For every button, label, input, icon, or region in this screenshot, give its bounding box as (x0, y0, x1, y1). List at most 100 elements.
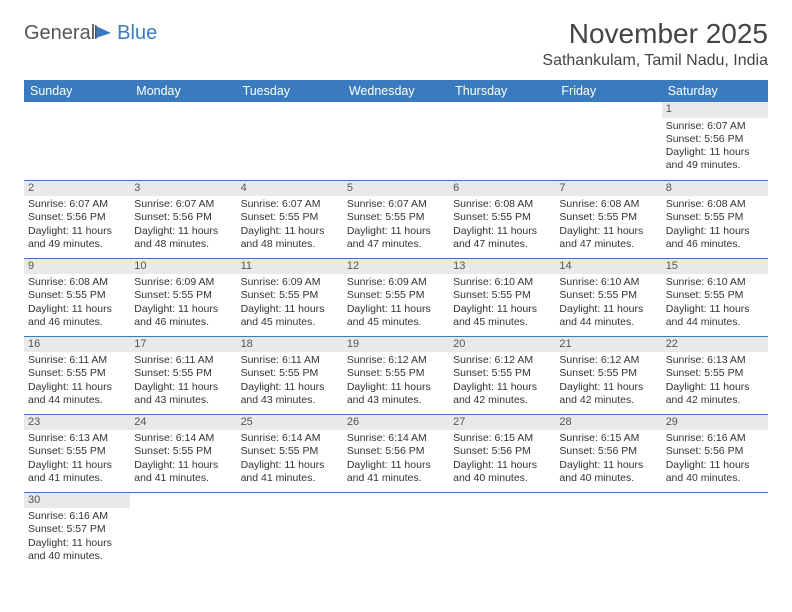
calendar-week: 30Sunrise: 6:16 AMSunset: 5:57 PMDayligh… (24, 492, 768, 570)
calendar-day-cell: 20Sunrise: 6:12 AMSunset: 5:55 PMDayligh… (449, 336, 555, 414)
daylight-text: and 46 minutes. (666, 238, 764, 251)
daylight-text: and 44 minutes. (28, 394, 126, 407)
daylight-text: Daylight: 11 hours (347, 459, 445, 472)
sunset-text: Sunset: 5:56 PM (28, 211, 126, 224)
sunset-text: Sunset: 5:56 PM (347, 445, 445, 458)
daylight-text: Daylight: 11 hours (347, 225, 445, 238)
calendar-day-cell: 17Sunrise: 6:11 AMSunset: 5:55 PMDayligh… (130, 336, 236, 414)
day-number: 12 (343, 259, 449, 275)
daylight-text: and 45 minutes. (453, 316, 551, 329)
daylight-text: Daylight: 11 hours (241, 459, 339, 472)
calendar-day-cell: 14Sunrise: 6:10 AMSunset: 5:55 PMDayligh… (555, 258, 661, 336)
sunset-text: Sunset: 5:55 PM (453, 211, 551, 224)
sunrise-text: Sunrise: 6:13 AM (666, 354, 764, 367)
sunset-text: Sunset: 5:55 PM (666, 289, 764, 302)
day-number: 15 (662, 259, 768, 275)
daylight-text: Daylight: 11 hours (666, 303, 764, 316)
sunset-text: Sunset: 5:55 PM (559, 211, 657, 224)
sunrise-text: Sunrise: 6:09 AM (347, 276, 445, 289)
day-number: 19 (343, 337, 449, 353)
day-number: 11 (237, 259, 343, 275)
daylight-text: and 44 minutes. (666, 316, 764, 329)
sunset-text: Sunset: 5:55 PM (28, 445, 126, 458)
sunrise-text: Sunrise: 6:15 AM (559, 432, 657, 445)
sunrise-text: Sunrise: 6:14 AM (241, 432, 339, 445)
daylight-text: and 42 minutes. (453, 394, 551, 407)
sunset-text: Sunset: 5:56 PM (453, 445, 551, 458)
day-number: 25 (237, 415, 343, 431)
daylight-text: Daylight: 11 hours (559, 303, 657, 316)
sunrise-text: Sunrise: 6:08 AM (28, 276, 126, 289)
day-number: 20 (449, 337, 555, 353)
day-number: 7 (555, 181, 661, 197)
weekday-header: Sunday (24, 80, 130, 102)
calendar-day-cell: 2Sunrise: 6:07 AMSunset: 5:56 PMDaylight… (24, 180, 130, 258)
daylight-text: Daylight: 11 hours (241, 225, 339, 238)
sunrise-text: Sunrise: 6:07 AM (134, 198, 232, 211)
calendar-day-cell: 8Sunrise: 6:08 AMSunset: 5:55 PMDaylight… (662, 180, 768, 258)
day-number: 1 (662, 102, 768, 118)
day-number: 27 (449, 415, 555, 431)
daylight-text: and 41 minutes. (347, 472, 445, 485)
calendar-week: 2Sunrise: 6:07 AMSunset: 5:56 PMDaylight… (24, 180, 768, 258)
weekday-header: Saturday (662, 80, 768, 102)
daylight-text: Daylight: 11 hours (134, 225, 232, 238)
sunrise-text: Sunrise: 6:11 AM (28, 354, 126, 367)
weekday-header: Tuesday (237, 80, 343, 102)
logo-text-general: General (24, 22, 95, 45)
calendar-day-cell: 30Sunrise: 6:16 AMSunset: 5:57 PMDayligh… (24, 492, 130, 570)
sunrise-text: Sunrise: 6:16 AM (666, 432, 764, 445)
calendar-day-cell: 25Sunrise: 6:14 AMSunset: 5:55 PMDayligh… (237, 414, 343, 492)
sunrise-text: Sunrise: 6:09 AM (241, 276, 339, 289)
calendar-week: 1Sunrise: 6:07 AMSunset: 5:56 PMDaylight… (24, 102, 768, 180)
sunrise-text: Sunrise: 6:10 AM (453, 276, 551, 289)
calendar-day-cell (237, 102, 343, 180)
sunset-text: Sunset: 5:56 PM (666, 133, 764, 146)
daylight-text: Daylight: 11 hours (28, 303, 126, 316)
daylight-text: and 41 minutes. (134, 472, 232, 485)
sunset-text: Sunset: 5:56 PM (559, 445, 657, 458)
daylight-text: and 40 minutes. (453, 472, 551, 485)
day-number: 9 (24, 259, 130, 275)
day-number: 16 (24, 337, 130, 353)
daylight-text: Daylight: 11 hours (134, 381, 232, 394)
sunset-text: Sunset: 5:55 PM (666, 367, 764, 380)
daylight-text: Daylight: 11 hours (28, 225, 126, 238)
daylight-text: Daylight: 11 hours (666, 459, 764, 472)
daylight-text: and 45 minutes. (347, 316, 445, 329)
calendar-day-cell: 22Sunrise: 6:13 AMSunset: 5:55 PMDayligh… (662, 336, 768, 414)
day-number: 10 (130, 259, 236, 275)
sunrise-text: Sunrise: 6:14 AM (134, 432, 232, 445)
day-number: 8 (662, 181, 768, 197)
sunrise-text: Sunrise: 6:10 AM (559, 276, 657, 289)
logo: General Blue (24, 18, 157, 45)
sunset-text: Sunset: 5:55 PM (134, 445, 232, 458)
sunset-text: Sunset: 5:55 PM (241, 445, 339, 458)
weekday-header: Wednesday (343, 80, 449, 102)
sunrise-text: Sunrise: 6:07 AM (347, 198, 445, 211)
day-number: 28 (555, 415, 661, 431)
sunrise-text: Sunrise: 6:08 AM (453, 198, 551, 211)
daylight-text: and 40 minutes. (559, 472, 657, 485)
daylight-text: and 43 minutes. (241, 394, 339, 407)
sunset-text: Sunset: 5:56 PM (666, 445, 764, 458)
day-number: 29 (662, 415, 768, 431)
sunrise-text: Sunrise: 6:07 AM (28, 198, 126, 211)
calendar-day-cell (24, 102, 130, 180)
sunset-text: Sunset: 5:55 PM (666, 211, 764, 224)
weekday-header: Friday (555, 80, 661, 102)
calendar-day-cell: 3Sunrise: 6:07 AMSunset: 5:56 PMDaylight… (130, 180, 236, 258)
sunset-text: Sunset: 5:55 PM (134, 367, 232, 380)
daylight-text: and 40 minutes. (666, 472, 764, 485)
location: Sathankulam, Tamil Nadu, India (542, 52, 768, 70)
daylight-text: Daylight: 11 hours (453, 381, 551, 394)
daylight-text: Daylight: 11 hours (241, 381, 339, 394)
day-number: 23 (24, 415, 130, 431)
calendar-day-cell (130, 102, 236, 180)
sunset-text: Sunset: 5:55 PM (241, 367, 339, 380)
day-number: 6 (449, 181, 555, 197)
flag-icon (95, 24, 115, 45)
calendar-day-cell: 9Sunrise: 6:08 AMSunset: 5:55 PMDaylight… (24, 258, 130, 336)
daylight-text: and 47 minutes. (453, 238, 551, 251)
sunrise-text: Sunrise: 6:09 AM (134, 276, 232, 289)
